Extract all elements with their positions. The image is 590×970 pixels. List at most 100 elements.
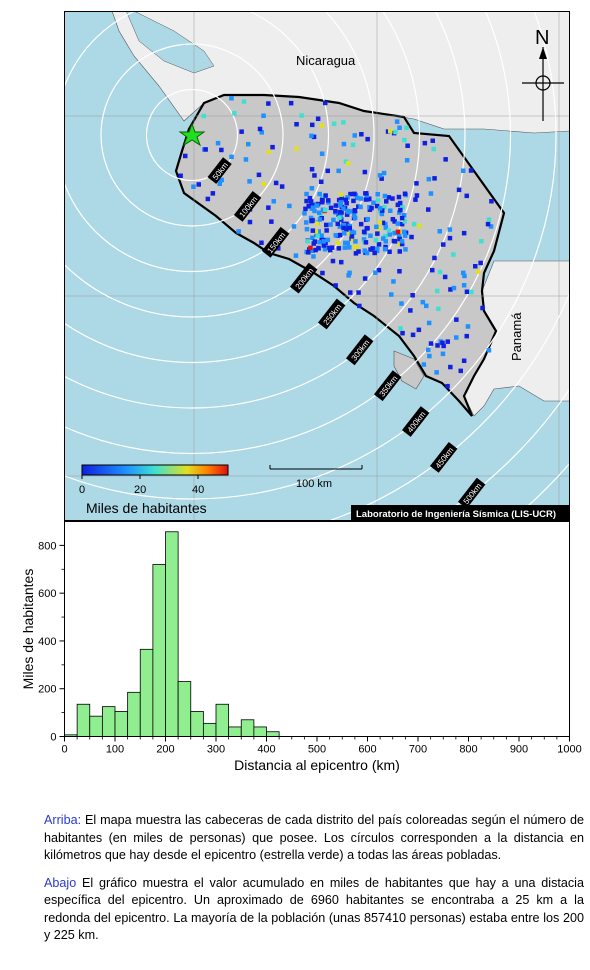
district-point bbox=[422, 140, 428, 146]
district-point bbox=[447, 227, 453, 232]
x-tick-label: 500 bbox=[308, 744, 326, 756]
distance-ring bbox=[100, 43, 284, 227]
histogram-bar bbox=[228, 726, 242, 737]
district-point bbox=[257, 126, 263, 132]
district-point bbox=[330, 258, 336, 264]
district-point bbox=[350, 237, 356, 242]
district-point bbox=[414, 181, 419, 186]
district-point bbox=[273, 180, 279, 186]
district-point bbox=[401, 213, 407, 218]
graticule bbox=[64, 11, 570, 521]
caption: Arriba: El mapa muestra las cabeceras de… bbox=[44, 812, 584, 955]
district-point bbox=[183, 153, 188, 159]
district-point bbox=[312, 208, 317, 214]
colorbar: 0 20 40 Miles de habitantes bbox=[79, 464, 229, 516]
district-point bbox=[346, 273, 351, 278]
district-point bbox=[337, 224, 343, 229]
distance-ring bbox=[64, 11, 557, 500]
district-point bbox=[310, 235, 315, 240]
district-point bbox=[317, 217, 323, 222]
distance-ring bbox=[145, 88, 239, 182]
district-point bbox=[401, 229, 407, 235]
district-point bbox=[218, 178, 223, 183]
histogram-bar bbox=[76, 703, 91, 737]
district-point bbox=[307, 195, 313, 201]
district-point bbox=[351, 198, 356, 204]
district-point bbox=[276, 246, 281, 251]
district-point bbox=[191, 184, 196, 189]
district-point bbox=[386, 228, 392, 233]
district-point bbox=[383, 239, 388, 244]
credit-box bbox=[351, 505, 570, 521]
district-point bbox=[309, 186, 315, 191]
district-point bbox=[308, 245, 313, 251]
district-point bbox=[464, 193, 469, 199]
district-point bbox=[468, 168, 474, 173]
district-point bbox=[427, 353, 432, 359]
district-point bbox=[397, 125, 402, 130]
district-point bbox=[424, 303, 429, 309]
district-point bbox=[387, 232, 392, 237]
district-point bbox=[304, 198, 309, 204]
y-tick-label: 600 bbox=[38, 588, 56, 600]
district-point bbox=[355, 195, 360, 201]
district-point bbox=[314, 203, 320, 208]
district-point bbox=[488, 224, 494, 229]
district-point bbox=[376, 267, 382, 273]
district-point bbox=[266, 205, 271, 210]
district-point bbox=[458, 368, 463, 374]
district-point bbox=[320, 270, 325, 276]
y-tick-label: 800 bbox=[38, 540, 56, 552]
district-point bbox=[317, 191, 322, 197]
district-point bbox=[397, 200, 403, 206]
district-point bbox=[395, 221, 401, 226]
district-point bbox=[343, 240, 348, 246]
district-point bbox=[486, 217, 492, 222]
district-point bbox=[416, 327, 422, 333]
x-tick-label: 400 bbox=[257, 744, 275, 756]
district-point bbox=[365, 136, 370, 142]
district-point bbox=[373, 270, 378, 275]
district-point bbox=[232, 111, 237, 116]
district-point bbox=[390, 217, 396, 222]
label-panama: Panamá bbox=[509, 312, 524, 361]
district-point bbox=[349, 234, 355, 239]
histogram-bar bbox=[190, 711, 204, 737]
district-point bbox=[381, 236, 386, 241]
district-point bbox=[352, 191, 357, 197]
district-point bbox=[310, 228, 316, 233]
histogram-bar bbox=[266, 731, 280, 737]
district-point bbox=[293, 253, 299, 258]
district-point bbox=[375, 198, 381, 203]
district-point bbox=[299, 113, 304, 118]
district-point bbox=[352, 213, 357, 218]
district-point bbox=[451, 285, 457, 291]
district-point bbox=[338, 200, 344, 205]
district-point bbox=[306, 250, 311, 255]
histogram-bar bbox=[139, 648, 154, 737]
district-point bbox=[435, 343, 440, 348]
x-tick-label: 200 bbox=[156, 744, 174, 756]
district-point bbox=[341, 222, 347, 228]
district-point bbox=[347, 245, 352, 250]
x-tick-label: 0 bbox=[61, 744, 67, 756]
histogram-bar bbox=[101, 706, 116, 737]
histogram-bar bbox=[165, 531, 179, 737]
district-point bbox=[411, 221, 417, 227]
caption-bottom-text: El gráfico muestra el valor acumulado en… bbox=[44, 875, 584, 943]
district-point bbox=[315, 221, 320, 226]
district-point bbox=[336, 168, 341, 174]
district-point bbox=[336, 197, 342, 203]
district-point bbox=[319, 179, 324, 184]
district-point bbox=[364, 250, 370, 256]
district-point bbox=[353, 239, 358, 244]
district-point bbox=[400, 330, 405, 336]
district-point bbox=[291, 224, 297, 229]
district-point bbox=[430, 267, 435, 273]
district-point bbox=[352, 215, 358, 221]
district-point bbox=[445, 339, 450, 344]
district-point bbox=[338, 232, 343, 238]
district-point bbox=[392, 239, 398, 244]
district-point bbox=[399, 239, 405, 244]
district-point bbox=[395, 202, 401, 208]
